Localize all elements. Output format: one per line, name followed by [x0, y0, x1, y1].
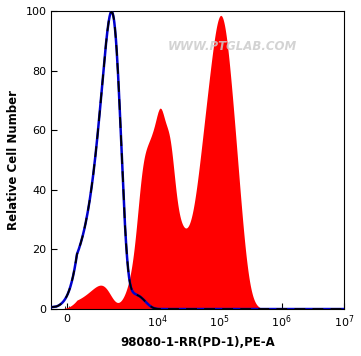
Text: WWW.PTGLAB.COM: WWW.PTGLAB.COM	[168, 40, 297, 53]
X-axis label: 98080-1-RR(PD-1),PE-A: 98080-1-RR(PD-1),PE-A	[120, 336, 275, 349]
Y-axis label: Relative Cell Number: Relative Cell Number	[7, 90, 20, 230]
